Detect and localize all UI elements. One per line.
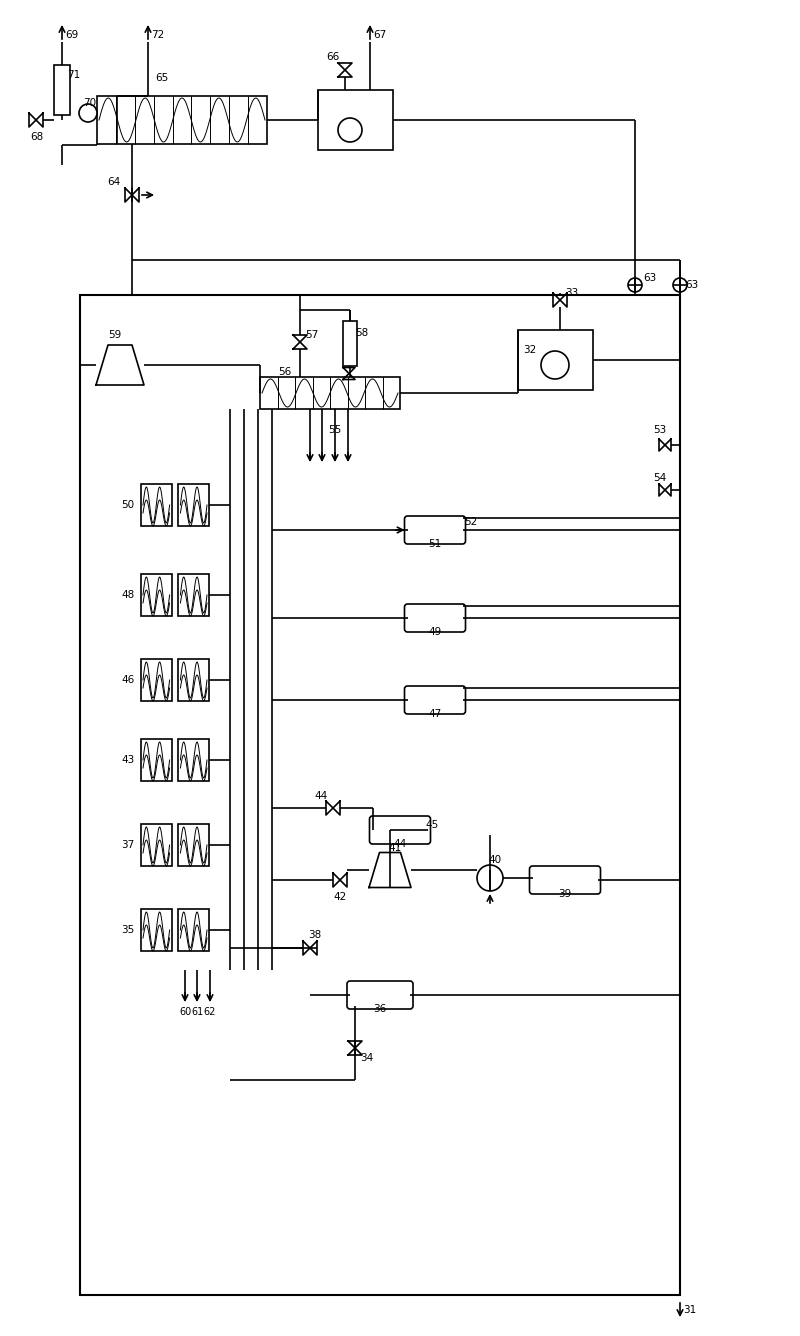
Circle shape — [541, 351, 569, 379]
Text: 62: 62 — [204, 1007, 216, 1017]
Text: 63: 63 — [686, 281, 698, 290]
Bar — [178, 574, 209, 616]
Text: 40: 40 — [489, 855, 502, 864]
Bar — [141, 484, 172, 526]
Text: 42: 42 — [334, 892, 346, 902]
Text: 63: 63 — [643, 273, 657, 283]
Text: 53: 53 — [654, 425, 666, 436]
Text: 47: 47 — [428, 709, 442, 719]
Text: 71: 71 — [67, 69, 81, 80]
Text: 51: 51 — [428, 538, 442, 549]
Bar — [260, 377, 400, 409]
Text: 56: 56 — [278, 367, 292, 377]
Text: 33: 33 — [566, 289, 578, 298]
Text: 68: 68 — [30, 132, 44, 142]
FancyBboxPatch shape — [405, 516, 466, 544]
Bar — [318, 90, 393, 150]
Bar — [518, 330, 593, 390]
Bar — [343, 321, 357, 366]
Text: 37: 37 — [122, 840, 134, 850]
Text: 45: 45 — [426, 820, 439, 830]
Bar — [178, 659, 209, 701]
Text: 72: 72 — [151, 29, 165, 40]
Text: 39: 39 — [558, 888, 572, 899]
Text: 38: 38 — [308, 930, 322, 941]
Text: 59: 59 — [108, 330, 122, 339]
Bar — [141, 908, 172, 951]
Bar — [141, 739, 172, 782]
Bar — [80, 295, 680, 1295]
Text: 65: 65 — [155, 73, 169, 83]
FancyBboxPatch shape — [347, 981, 413, 1009]
Text: 36: 36 — [374, 1003, 386, 1014]
Text: 58: 58 — [355, 329, 369, 338]
Circle shape — [673, 278, 687, 293]
Bar — [178, 739, 209, 782]
Bar — [54, 65, 70, 115]
Text: 46: 46 — [122, 675, 134, 685]
Text: 55: 55 — [328, 425, 342, 436]
Circle shape — [477, 864, 503, 891]
Circle shape — [79, 104, 97, 122]
Text: 50: 50 — [122, 500, 134, 510]
Text: 44: 44 — [394, 839, 406, 848]
Text: 41: 41 — [388, 843, 402, 852]
Text: 31: 31 — [683, 1305, 697, 1315]
Text: 48: 48 — [122, 591, 134, 600]
Text: 32: 32 — [523, 345, 537, 355]
Bar — [178, 484, 209, 526]
FancyBboxPatch shape — [530, 866, 601, 894]
Text: 61: 61 — [191, 1007, 203, 1017]
Bar — [178, 908, 209, 951]
Circle shape — [628, 278, 642, 293]
Text: 66: 66 — [326, 52, 340, 61]
Bar — [141, 659, 172, 701]
Text: 34: 34 — [360, 1053, 374, 1063]
Bar — [178, 824, 209, 866]
Bar — [141, 824, 172, 866]
Text: 49: 49 — [428, 627, 442, 637]
Text: 69: 69 — [66, 29, 78, 40]
FancyBboxPatch shape — [405, 604, 466, 632]
Text: 35: 35 — [122, 925, 134, 935]
Text: 67: 67 — [374, 29, 386, 40]
Text: 64: 64 — [107, 176, 121, 187]
Text: 44: 44 — [314, 791, 328, 802]
Text: 54: 54 — [654, 473, 666, 484]
Text: 57: 57 — [306, 330, 318, 339]
Circle shape — [338, 118, 362, 142]
FancyBboxPatch shape — [370, 816, 430, 844]
Bar — [97, 96, 267, 144]
Text: 52: 52 — [464, 517, 477, 526]
FancyBboxPatch shape — [405, 685, 466, 713]
Text: 60: 60 — [179, 1007, 191, 1017]
Text: 70: 70 — [83, 98, 97, 108]
Bar — [141, 574, 172, 616]
Text: 43: 43 — [122, 755, 134, 766]
